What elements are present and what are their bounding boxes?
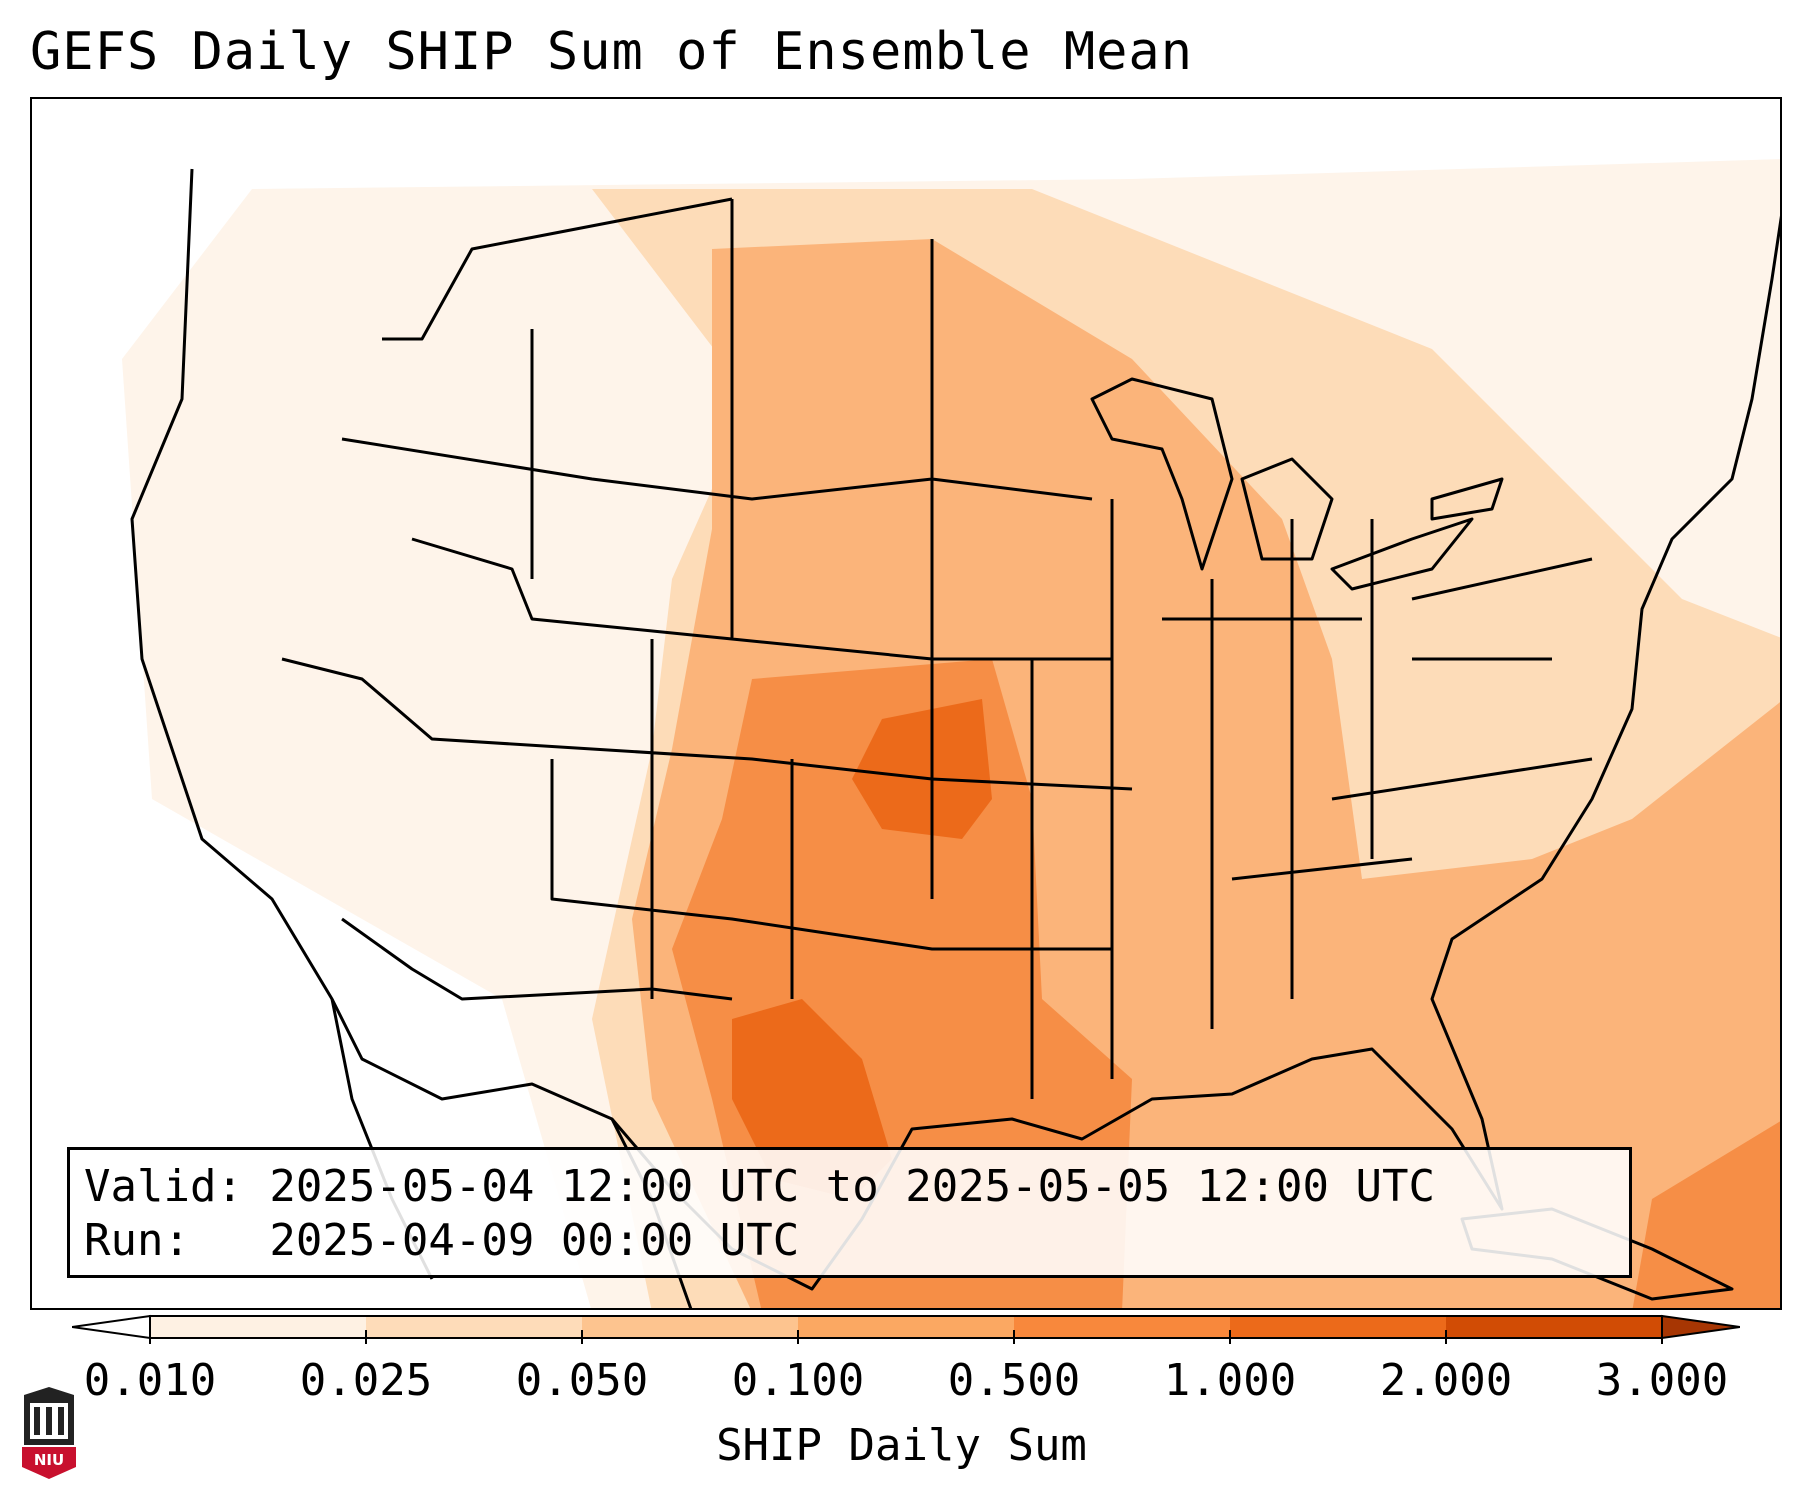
us-outline — [130, 168, 1780, 1291]
colorbar-tick-label: 0.500 — [947, 1355, 1081, 1406]
colorbar-tick — [581, 1330, 583, 1344]
colorbar-bin-4 — [798, 1316, 1014, 1338]
colorbar — [72, 1314, 1740, 1340]
colorbar-tick-label: 0.010 — [83, 1355, 217, 1406]
colorbar-tick-label: 0.050 — [515, 1355, 649, 1406]
colorbar-tick — [1013, 1330, 1015, 1344]
shading-strong-atlantic — [1632, 1121, 1780, 1308]
colorbar-bin-5 — [1014, 1316, 1230, 1338]
colorbar-tick-label: 3.000 — [1595, 1355, 1729, 1406]
colorbar-tick — [149, 1330, 151, 1344]
colorbar-bin-6 — [1230, 1316, 1446, 1338]
valid-run-info-box: Valid: 2025-05-04 12:00 UTC to 2025-05-0… — [67, 1147, 1632, 1278]
niu-logo-icon: NIU — [22, 1387, 76, 1479]
great-lakes — [1090, 377, 1504, 591]
map-title: GEFS Daily SHIP Sum of Ensemble Mean — [30, 22, 1194, 82]
map-panel — [30, 97, 1782, 1310]
colorbar-tick — [1445, 1330, 1447, 1344]
colorbar-title: SHIP Daily Sum — [716, 1420, 1087, 1471]
shading-max-oklahoma — [852, 699, 992, 839]
colorbar-tick — [365, 1330, 367, 1344]
colorbar-tick-label: 2.000 — [1379, 1355, 1513, 1406]
colorbar-tick — [797, 1330, 799, 1344]
colorbar-bin-2 — [366, 1316, 582, 1338]
colorbar-tick-label: 0.100 — [731, 1355, 865, 1406]
colorbar-extend-high — [1661, 1314, 1740, 1340]
colorbar-extend-low — [72, 1314, 151, 1340]
colorbar-tick — [1661, 1330, 1663, 1344]
colorbar-bin-1 — [150, 1316, 366, 1338]
svg-text:NIU: NIU — [34, 1451, 64, 1469]
valid-time-text: Valid: 2025-05-04 12:00 UTC to 2025-05-0… — [84, 1161, 1436, 1212]
colorbar-bin-7 — [1446, 1316, 1662, 1338]
colorbar-tick — [1229, 1330, 1231, 1344]
colorbar-tick-label: 0.025 — [299, 1355, 433, 1406]
colorbar-bin-3 — [582, 1316, 798, 1338]
forecast-map — [32, 99, 1780, 1308]
colorbar-tick-label: 1.000 — [1163, 1355, 1297, 1406]
run-time-text: Run: 2025-04-09 00:00 UTC — [84, 1215, 800, 1266]
state-lines — [281, 197, 1593, 1099]
